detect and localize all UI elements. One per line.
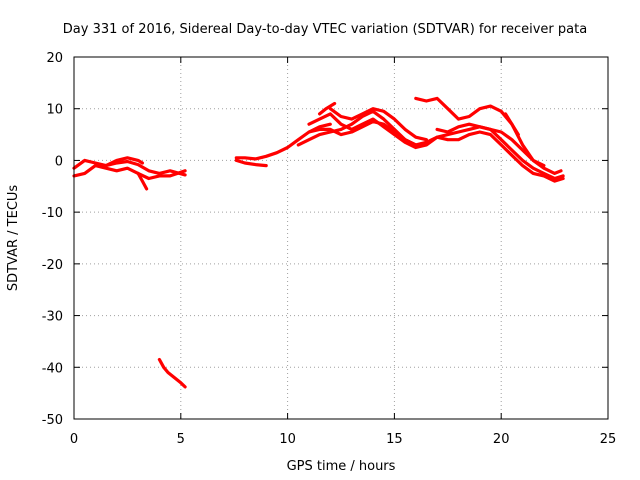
series-arc7 — [234, 158, 268, 168]
y-tick-label: -20 — [42, 258, 63, 273]
x-tick-label: 20 — [493, 432, 510, 447]
series-arc2 — [72, 164, 187, 181]
series-arc11 — [318, 101, 337, 116]
y-tick-label: -50 — [42, 413, 63, 428]
x-tick-label: 15 — [386, 432, 403, 447]
series-arc12 — [328, 107, 428, 142]
x-tick-label: 10 — [279, 432, 296, 447]
series-arc3 — [104, 156, 144, 168]
series-arc9 — [307, 112, 565, 183]
chart-title: Day 331 of 2016, Sidereal Day-to-day VTE… — [63, 22, 587, 37]
series-arc13 — [414, 96, 546, 168]
y-tick-label: -30 — [42, 310, 63, 325]
series-arc1 — [72, 158, 187, 177]
x-tick-label: 0 — [70, 432, 78, 447]
series-arc15 — [503, 112, 520, 137]
y-tick-label: 0 — [55, 154, 63, 169]
y-tick-label: 10 — [46, 103, 63, 118]
ticks: 0 5 10 15 20 25 -50 -40 -30 -20 -10 0 10 20 — [42, 51, 617, 447]
grid — [74, 57, 608, 419]
x-tick-label: 5 — [177, 432, 185, 447]
x-axis-label: GPS time / hours — [287, 459, 396, 474]
series-arc14 — [435, 122, 563, 175]
series-arc10 — [307, 119, 418, 147]
y-axis-label: SDTVAR / TECUs — [6, 185, 21, 292]
y-tick-label: -40 — [42, 361, 63, 376]
plot-area — [72, 96, 565, 389]
y-tick-label: 20 — [46, 51, 63, 66]
y-tick-label: -10 — [42, 206, 63, 221]
series-arc5 — [157, 357, 187, 389]
x-tick-label: 25 — [600, 432, 617, 447]
series-arc4 — [136, 171, 149, 191]
plot-frame — [73, 56, 609, 420]
